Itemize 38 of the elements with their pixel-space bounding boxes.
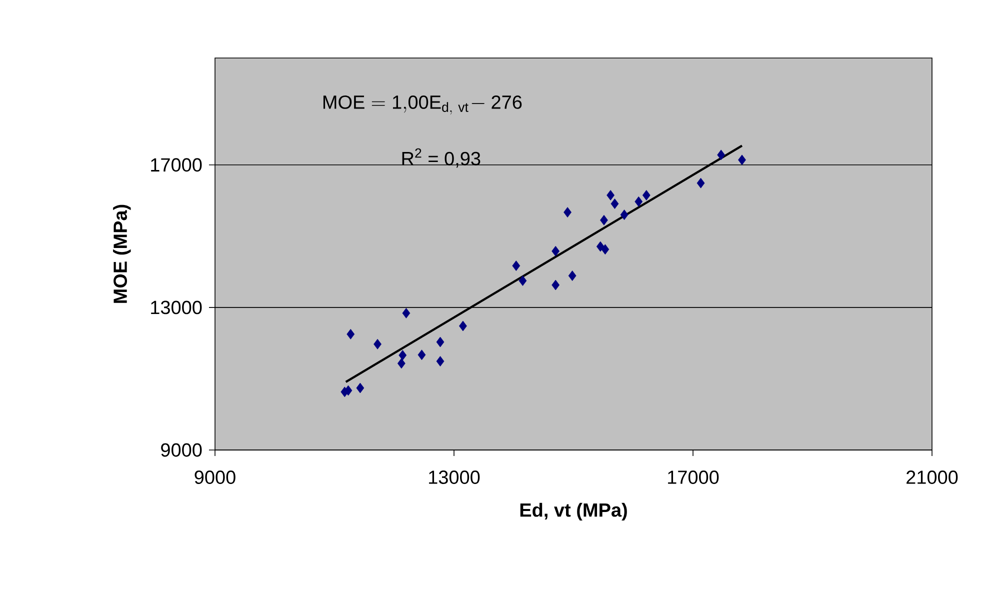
- point: [610, 198, 619, 209]
- point: [634, 196, 643, 207]
- point: [418, 350, 426, 360]
- point: [346, 328, 355, 340]
- point: [564, 207, 572, 218]
- point: [642, 190, 650, 200]
- point: [402, 308, 410, 318]
- annotation: $\mathrm{MOE = 1{,}00E_{d,\ vt}\!- 276}$: [323, 95, 522, 115]
- point: [552, 280, 560, 290]
- point: [620, 210, 628, 220]
- x-tick-label: 21000: [906, 470, 958, 484]
- point: [356, 382, 364, 394]
- point: [459, 320, 467, 332]
- point: [738, 154, 746, 166]
- x-tick-label: 13000: [429, 470, 480, 484]
- y-tick-label: 9000: [161, 443, 202, 457]
- point: [344, 385, 352, 396]
- point: [717, 150, 726, 160]
- point: [374, 338, 382, 350]
- point: [436, 356, 444, 366]
- point: [606, 190, 614, 200]
- x-tick-label: 17000: [668, 470, 719, 484]
- point: [397, 358, 406, 369]
- point: [696, 178, 705, 188]
- point: [398, 350, 407, 360]
- x-tick-label: 9000: [194, 470, 236, 484]
- point: [596, 241, 604, 252]
- point: [518, 276, 527, 286]
- point: [601, 244, 610, 255]
- y-tick-label: 17000: [151, 158, 202, 172]
- point: [600, 214, 608, 226]
- point: [552, 246, 560, 256]
- point: [568, 270, 576, 281]
- y-tick-label: 13000: [151, 300, 202, 314]
- point: [512, 260, 520, 271]
- y-axis-title: MOE (MPa): [113, 204, 131, 303]
- point: [436, 336, 444, 348]
- x-axis-title: Ed, vt (MPa): [520, 502, 627, 521]
